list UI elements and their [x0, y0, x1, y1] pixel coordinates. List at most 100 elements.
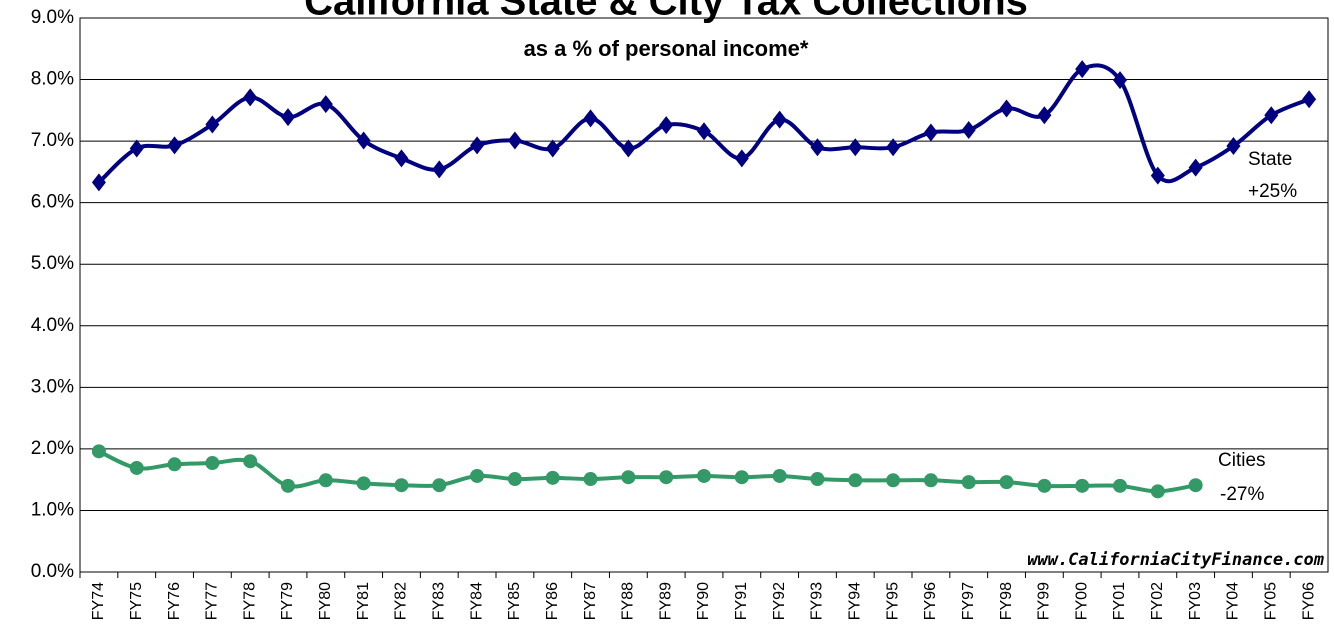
y-tick-label: 2.0% — [31, 438, 74, 459]
data-point — [923, 473, 938, 488]
x-tick-label: FY91 — [733, 582, 750, 620]
x-tick-label: FY90 — [695, 582, 712, 620]
data-point — [507, 131, 522, 150]
data-point — [545, 470, 560, 485]
data-point — [91, 444, 106, 459]
data-point — [659, 470, 674, 485]
data-point — [810, 472, 825, 487]
x-tick-label: FY84 — [468, 582, 485, 620]
data-point — [772, 468, 787, 483]
series-label: Cities — [1218, 450, 1266, 471]
x-tick-label: FY85 — [506, 582, 523, 620]
data-point — [470, 136, 485, 155]
data-point — [886, 138, 901, 157]
x-tick-label: FY75 — [128, 582, 145, 620]
data-point — [886, 473, 901, 488]
x-tick-label: FY93 — [809, 582, 826, 620]
chart-title: California State & City Tax Collections — [304, 0, 1028, 24]
x-tick-label: FY02 — [1149, 582, 1166, 620]
data-point — [432, 160, 447, 179]
x-tick-label: FY00 — [1073, 582, 1090, 620]
x-tick-label: FY05 — [1262, 582, 1279, 620]
data-point — [1075, 60, 1090, 79]
x-tick-label: FY06 — [1300, 582, 1317, 620]
data-point — [318, 95, 333, 114]
x-tick-label: FY83 — [430, 582, 447, 620]
x-tick-label: FY80 — [317, 582, 334, 620]
data-point — [697, 122, 711, 141]
x-tick-label: FY87 — [582, 582, 599, 620]
x-tick-label: FY99 — [1036, 582, 1053, 620]
data-point — [129, 139, 144, 158]
data-point — [1264, 106, 1279, 125]
x-tick-label: FY97 — [960, 582, 977, 620]
data-point — [91, 173, 106, 192]
annotation: +25% — [1248, 181, 1297, 202]
data-point — [167, 136, 182, 155]
x-tick-label: FY79 — [279, 582, 296, 620]
x-tick-label: FY81 — [355, 582, 372, 620]
data-point — [1075, 478, 1090, 493]
data-point — [1037, 478, 1052, 493]
data-point — [1150, 484, 1165, 499]
x-tick-label: FY78 — [241, 582, 258, 620]
x-tick-label: FY04 — [1225, 582, 1242, 620]
x-tick-label: FY92 — [771, 582, 788, 620]
data-point — [281, 108, 295, 127]
y-tick-label: 4.0% — [31, 315, 74, 336]
data-point — [621, 139, 636, 158]
x-tick-label: FY89 — [657, 582, 674, 620]
data-point — [507, 472, 522, 487]
data-point — [961, 475, 976, 490]
data-point — [1037, 106, 1052, 125]
data-point — [583, 109, 598, 128]
data-point — [281, 478, 295, 493]
data-point — [583, 472, 598, 487]
y-tick-label: 3.0% — [31, 376, 74, 397]
data-point — [772, 110, 787, 129]
data-point — [1188, 478, 1203, 493]
data-point — [848, 473, 863, 488]
data-point — [545, 139, 560, 158]
y-tick-label: 1.0% — [31, 499, 74, 520]
series-label: State — [1248, 149, 1292, 170]
y-tick-label: 6.0% — [31, 192, 74, 213]
data-point — [659, 116, 674, 135]
data-point — [697, 468, 711, 483]
data-point — [1188, 158, 1203, 177]
y-tick-label: 5.0% — [31, 253, 74, 274]
data-point — [999, 99, 1014, 118]
x-tick-label: FY82 — [393, 582, 410, 620]
watermark: www.CaliforniaCityFinance.com — [1027, 550, 1325, 570]
data-point — [243, 88, 258, 107]
data-point — [356, 131, 371, 150]
chart-subtitle: as a % of personal income* — [524, 36, 809, 61]
data-point — [734, 470, 749, 485]
x-tick-label: FY01 — [1111, 582, 1128, 620]
x-tick-label: FY95 — [884, 582, 901, 620]
data-point — [848, 138, 863, 157]
data-point — [205, 115, 220, 134]
x-tick-label: FY74 — [90, 582, 107, 620]
x-tick-label: FY96 — [922, 582, 939, 620]
series-line — [98, 449, 1196, 494]
x-tick-label: FY94 — [846, 582, 863, 620]
data-point — [129, 460, 144, 475]
data-point — [318, 473, 333, 488]
annotation: -27% — [1220, 484, 1264, 505]
data-point — [923, 123, 938, 142]
data-point — [356, 476, 371, 491]
data-point — [167, 457, 182, 472]
x-tick-label: FY77 — [204, 582, 221, 620]
data-point — [810, 138, 825, 157]
data-point — [432, 478, 447, 493]
data-point — [205, 456, 220, 471]
x-tick-label: FY98 — [998, 582, 1015, 620]
data-point — [394, 478, 409, 493]
data-point — [1150, 166, 1165, 185]
x-tick-label: FY86 — [544, 582, 561, 620]
data-point — [394, 149, 409, 168]
y-tick-label: 7.0% — [31, 130, 74, 151]
data-point — [734, 149, 749, 168]
